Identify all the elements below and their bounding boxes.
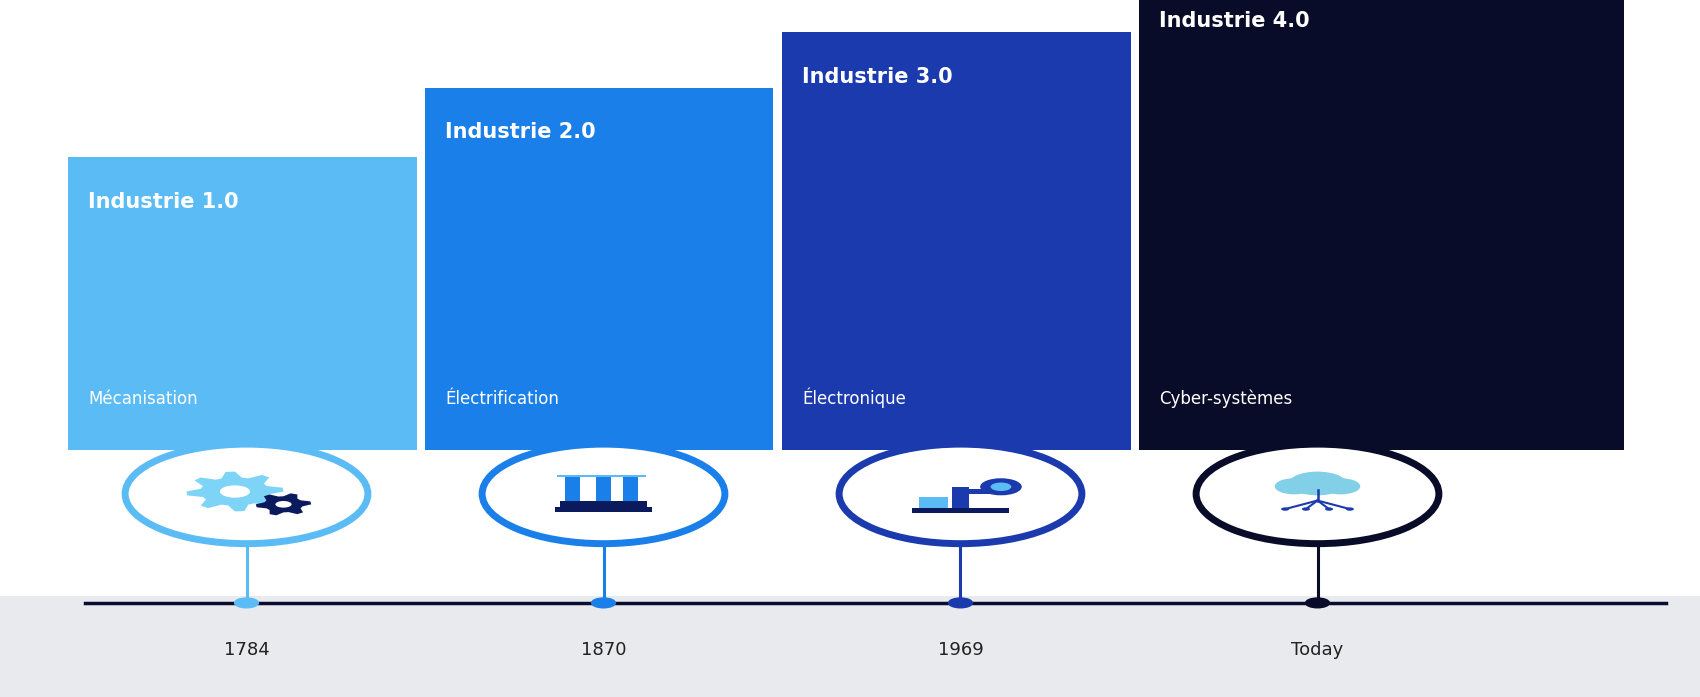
Polygon shape — [255, 493, 311, 515]
Circle shape — [840, 444, 1081, 544]
Text: 1784: 1784 — [224, 641, 269, 659]
Circle shape — [1302, 507, 1311, 511]
Circle shape — [1275, 478, 1314, 494]
FancyBboxPatch shape — [1277, 482, 1358, 490]
Circle shape — [981, 478, 1022, 496]
FancyBboxPatch shape — [782, 32, 1130, 450]
Text: Today: Today — [1292, 641, 1343, 659]
FancyBboxPatch shape — [566, 477, 580, 500]
Circle shape — [219, 485, 250, 498]
FancyBboxPatch shape — [952, 487, 969, 507]
Text: Mécanisation: Mécanisation — [88, 390, 197, 408]
Circle shape — [1346, 507, 1353, 511]
Text: 1969: 1969 — [938, 641, 983, 659]
Circle shape — [1321, 478, 1360, 494]
Text: Industrie 2.0: Industrie 2.0 — [445, 123, 597, 142]
Polygon shape — [187, 472, 284, 512]
FancyBboxPatch shape — [0, 596, 1700, 697]
FancyBboxPatch shape — [68, 158, 416, 450]
FancyBboxPatch shape — [622, 477, 638, 500]
FancyBboxPatch shape — [597, 477, 612, 500]
Circle shape — [1197, 444, 1438, 544]
Text: Électronique: Électronique — [802, 388, 906, 408]
FancyBboxPatch shape — [614, 475, 646, 477]
FancyBboxPatch shape — [558, 475, 588, 477]
FancyBboxPatch shape — [1139, 0, 1624, 450]
FancyBboxPatch shape — [554, 507, 653, 512]
Circle shape — [1282, 507, 1289, 511]
FancyBboxPatch shape — [952, 489, 998, 494]
Text: Cyber-systèmes: Cyber-systèmes — [1159, 390, 1292, 408]
Text: Industrie 1.0: Industrie 1.0 — [88, 192, 240, 212]
Circle shape — [1324, 507, 1333, 511]
FancyBboxPatch shape — [559, 500, 648, 508]
Circle shape — [275, 501, 292, 507]
FancyBboxPatch shape — [911, 507, 1010, 513]
Circle shape — [949, 598, 972, 608]
Circle shape — [483, 444, 724, 544]
FancyBboxPatch shape — [0, 0, 1700, 596]
Circle shape — [126, 444, 367, 544]
FancyBboxPatch shape — [425, 88, 774, 450]
Circle shape — [1289, 472, 1346, 496]
Text: Électrification: Électrification — [445, 390, 559, 408]
Text: Industrie 3.0: Industrie 3.0 — [802, 67, 954, 86]
FancyBboxPatch shape — [588, 475, 620, 477]
FancyBboxPatch shape — [920, 497, 949, 507]
Circle shape — [1306, 598, 1329, 608]
Circle shape — [592, 598, 615, 608]
Circle shape — [235, 598, 258, 608]
Text: Industrie 4.0: Industrie 4.0 — [1159, 11, 1311, 31]
Circle shape — [991, 482, 1011, 491]
Text: 1870: 1870 — [581, 641, 626, 659]
